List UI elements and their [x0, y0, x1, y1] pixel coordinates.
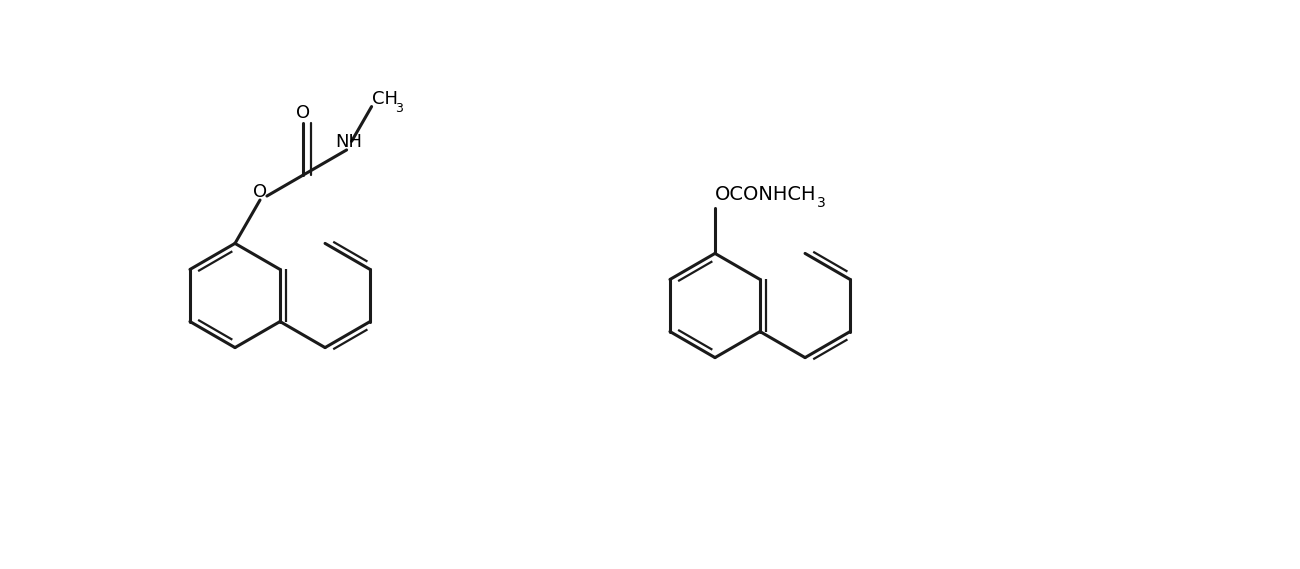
Text: www.alamy.com: www.alamy.com: [1135, 533, 1261, 547]
Text: Image ID: 2GEA0BB: Image ID: 2GEA0BB: [1123, 503, 1261, 517]
Text: O: O: [296, 104, 311, 122]
Text: alamy: alamy: [32, 509, 135, 538]
Text: CH: CH: [372, 89, 398, 108]
Text: 3: 3: [395, 102, 403, 115]
Text: O: O: [254, 183, 266, 201]
Text: OCONHCH: OCONHCH: [715, 185, 816, 204]
Text: NH: NH: [335, 133, 363, 151]
Text: 3: 3: [816, 196, 826, 211]
